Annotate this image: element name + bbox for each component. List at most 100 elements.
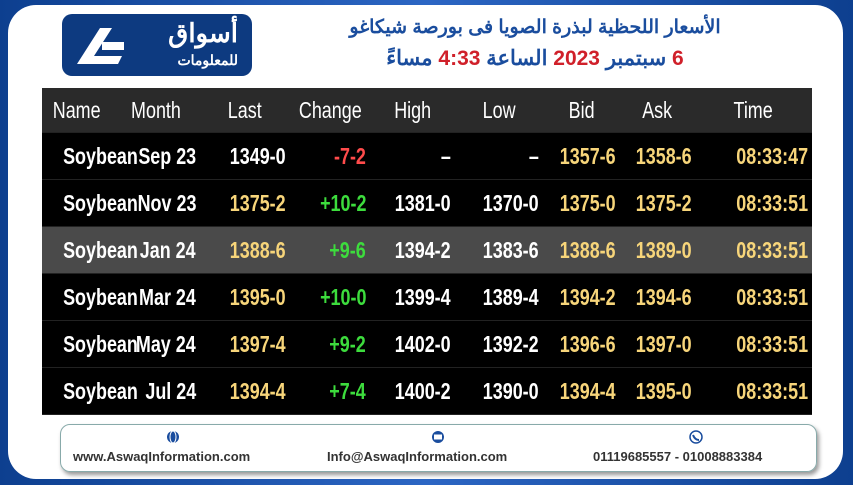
cell-text: 1390-0: [483, 377, 539, 404]
cell: 1395-0: [620, 378, 695, 405]
cell: –: [370, 143, 455, 170]
cell-text: Ask: [642, 96, 673, 123]
logo-icon: [77, 28, 124, 64]
cell: 08:33:51: [695, 331, 812, 358]
cell-text: Soybean: [63, 330, 138, 357]
cell-text: 1375-0: [560, 189, 616, 216]
cell-text: 1394-4: [230, 377, 286, 404]
cell-text: Low: [482, 96, 516, 123]
logo-text: أسواق: [168, 18, 238, 48]
cell: 1397-0: [620, 331, 695, 358]
cell-text: +9-6: [329, 236, 366, 263]
cell-text: 1375-2: [635, 189, 692, 216]
cell-text: 1394-4: [560, 377, 616, 404]
cell-text: Change: [298, 96, 362, 123]
cell: +10-0: [290, 284, 370, 311]
cell: 1397-4: [200, 331, 290, 358]
cell: Jan 24: [112, 237, 200, 264]
title: الأسعار اللحظية لبذرة الصويا فى بورصة شي…: [349, 17, 721, 38]
cell-text: Nov 23: [137, 189, 196, 216]
subtitle-part: 4:33: [438, 47, 481, 70]
cell-text: 1383-6: [483, 236, 539, 263]
cell-text: Soybean: [63, 189, 138, 216]
cell-text: +9-2: [329, 330, 366, 357]
cell-text: 1375-2: [230, 189, 286, 216]
footer: www.AswaqInformation.com Info@AswaqInfor…: [60, 424, 817, 472]
cell-text: Name: [53, 96, 101, 123]
cell: +9-2: [290, 331, 370, 358]
table-row: Soybean May 24 1397-4 +9-2 1402-0 1392-2 1396-…: [42, 321, 812, 368]
cell-text: 1396-6: [560, 330, 616, 357]
cell-text: Jul 24: [145, 377, 196, 404]
cell-text: +7-4: [329, 377, 366, 404]
cell-text: 08:33:47: [736, 142, 808, 169]
cell: 1358-6: [620, 143, 695, 170]
cell: 1390-0: [455, 378, 543, 405]
cell: 1375-2: [200, 190, 290, 217]
cell: Soybean: [42, 143, 138, 170]
cell-text: High: [394, 96, 431, 123]
cell-text: 1388-6: [560, 236, 616, 263]
cell: 08:33:51: [695, 284, 812, 311]
cell-text: 08:33:51: [736, 236, 808, 263]
cell-text: 1395-0: [635, 377, 692, 404]
cell-text: –: [529, 142, 539, 169]
cell: 1402-0: [370, 331, 455, 358]
cell-text: Month: [131, 96, 181, 123]
cell-text: Jan 24: [140, 236, 196, 263]
cell: 1357-6: [543, 143, 620, 170]
cell-text: 1388-6: [230, 236, 286, 263]
cell-text: 1370-0: [483, 189, 539, 216]
cell: 1394-2: [370, 237, 455, 264]
cell-text: Sep 23: [138, 142, 196, 169]
cell-text: 1381-0: [395, 189, 451, 216]
table-row: Soybean Sep 23 1349-0 -7-2– –1357-6 1358-6 08:…: [42, 133, 812, 180]
cell-text: Soybean: [63, 236, 138, 263]
cell: 1394-4: [543, 378, 620, 405]
cell: 1394-2: [543, 284, 620, 311]
cell-text: +10-2: [319, 189, 366, 216]
subtitle-part: سبتمبر: [605, 47, 667, 70]
cell-text: 1358-6: [635, 142, 692, 169]
cell-text: 1402-0: [395, 330, 451, 357]
cell: 08:33:51: [695, 190, 812, 217]
cell: 1392-2: [455, 331, 543, 358]
cell: Nov 23: [112, 190, 200, 217]
cell: 1381-0: [370, 190, 455, 217]
cell: +10-2: [290, 190, 370, 217]
cell-text: 1394-2: [560, 283, 616, 310]
cell-text: 08:33:51: [736, 189, 808, 216]
cell-text: 1400-2: [395, 377, 451, 404]
cell: 1388-6: [543, 237, 620, 264]
logo: أسواق للمعلومات: [62, 14, 252, 76]
cell: 08:33:51: [695, 237, 812, 264]
cell: 1375-0: [543, 190, 620, 217]
cell-text: 08:33:51: [736, 283, 808, 310]
cell-text: 1389-4: [483, 283, 539, 310]
subtitle-part: مساءً: [386, 47, 433, 70]
cell-text: 1357-6: [560, 142, 616, 169]
cell: 1388-6: [200, 237, 290, 264]
cell-text: 1389-0: [635, 236, 692, 263]
web-icon: [167, 430, 179, 444]
cell: Jul 24: [112, 378, 200, 405]
cell-text: 1395-0: [230, 283, 286, 310]
cell: 1394-4: [200, 378, 290, 405]
cell: 1370-0: [455, 190, 543, 217]
cell-text: May 24: [136, 330, 196, 357]
cell-text: 08:33:51: [736, 330, 808, 357]
cell: 1396-6: [543, 331, 620, 358]
cell: Change: [290, 97, 370, 124]
cell: Bid: [543, 97, 620, 124]
logo-subtext: للمعلومات: [177, 52, 238, 68]
cell-text: Bid: [568, 96, 595, 123]
table-row: Soybean Nov 23 1375-2 +10-2 1381-0 1370-0 1375…: [42, 180, 812, 227]
cell: 1395-0: [200, 284, 290, 311]
cell-text: 1394-2: [395, 236, 451, 263]
cell: 08:33:47: [695, 143, 812, 170]
cell: +7-4: [290, 378, 370, 405]
cell-text: 1397-4: [230, 330, 286, 357]
website: www.AswaqInformation.com: [73, 449, 251, 464]
cell: Sep 23: [112, 143, 200, 170]
cell: 1375-2: [620, 190, 695, 217]
